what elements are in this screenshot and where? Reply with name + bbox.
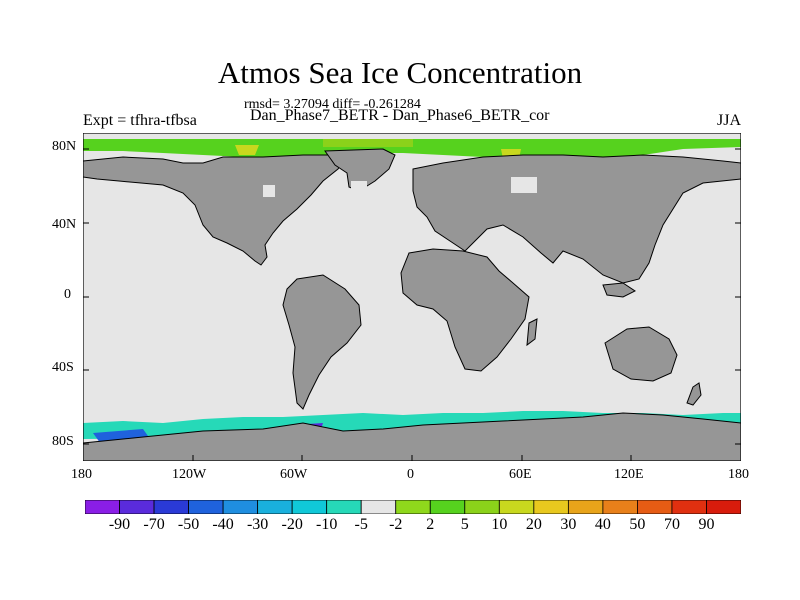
colorbar-cell — [360, 500, 397, 514]
colorbar-cell — [464, 500, 500, 514]
colorbar-label: 2 — [426, 516, 435, 533]
colorbar-cell — [291, 500, 328, 514]
world-map — [83, 133, 741, 461]
ice-free-patch — [263, 185, 275, 197]
lon-tick-label: 120E — [614, 467, 644, 482]
colorbar-cell — [602, 500, 638, 514]
colorbar-cell — [257, 500, 293, 514]
lon-tick-label: 0 — [407, 467, 414, 482]
lat-tick-label: 80N — [52, 139, 77, 154]
colorbar-label: -20 — [281, 516, 303, 533]
colorbar-cell — [222, 500, 259, 514]
colorbar-cell — [85, 500, 120, 514]
colorbar-label: -70 — [143, 516, 165, 533]
lon-tick-label: 180 — [728, 467, 749, 482]
lon-tick-label: 120W — [172, 467, 207, 482]
lat-tick-label: 40S — [52, 360, 74, 375]
colorbar-cell — [706, 500, 741, 514]
colorbar-cell — [498, 500, 535, 514]
map-title: Atmos Sea Ice Concentration — [217, 55, 583, 90]
colorbar-cell — [671, 500, 707, 514]
colorbar-cell — [637, 500, 673, 514]
ice-free-patch — [351, 181, 367, 193]
landmass-eurasia — [412, 154, 741, 284]
ice-free-patch — [511, 177, 537, 193]
colorbar-label: 20 — [525, 516, 542, 533]
arctic-ice-bright — [235, 145, 259, 155]
colorbar-cell — [429, 500, 466, 514]
landmass-north-america — [83, 154, 346, 266]
colorbar-label: -40 — [212, 516, 234, 533]
lat-tick-label: 0 — [64, 287, 71, 302]
colorbar-cell — [395, 500, 431, 514]
landmass-madagascar — [526, 318, 538, 347]
landmass-australia — [604, 326, 678, 382]
stats-text: rmsd= 3.27094 diff= -0.261284 — [244, 97, 421, 112]
colorbar-label: -90 — [108, 516, 131, 533]
colorbar-label: -30 — [246, 516, 269, 533]
landmass-antarctica — [83, 412, 741, 461]
lon-tick-label: 60E — [509, 467, 532, 482]
season-label: JJA — [717, 112, 742, 129]
colorbar-cell — [567, 500, 604, 514]
colorbar-label: -10 — [316, 516, 338, 533]
colorbar-label: 40 — [594, 516, 611, 533]
landmass-africa — [400, 248, 530, 372]
landmass-indonesia — [602, 282, 636, 298]
colorbar-cell — [119, 500, 155, 514]
colorbar-label: 90 — [698, 516, 715, 533]
map-ticks — [83, 148, 741, 461]
landmass-new-zealand — [686, 382, 702, 406]
subtitle: Dan_Phase7_BETR - Dan_Phase6_BETR_cor — [250, 107, 550, 124]
experiment-label: Expt = tfhra-tfbsa — [83, 112, 197, 129]
colorbar-label: -5 — [354, 516, 368, 533]
colorbar-label: 10 — [491, 516, 508, 533]
colorbar — [85, 500, 741, 514]
arctic-ice-bright — [323, 139, 413, 147]
lat-tick-label: 40N — [52, 217, 77, 232]
colorbar-label: -2 — [389, 516, 403, 533]
landmass-south-america — [282, 274, 362, 410]
colorbar-label: 70 — [663, 516, 680, 533]
lat-tick-label: 80S — [52, 434, 74, 449]
colorbar-cell — [188, 500, 224, 514]
lon-tick-label: 180 — [71, 467, 92, 482]
colorbar-cell — [533, 500, 569, 514]
colorbar-cell — [153, 500, 189, 514]
colorbar-label: -50 — [177, 516, 200, 533]
colorbar-label: 30 — [560, 516, 577, 533]
colorbar-label: 50 — [629, 516, 646, 533]
lon-tick-label: 60W — [280, 467, 308, 482]
colorbar-label: 5 — [460, 516, 469, 533]
colorbar-cell — [326, 500, 362, 514]
